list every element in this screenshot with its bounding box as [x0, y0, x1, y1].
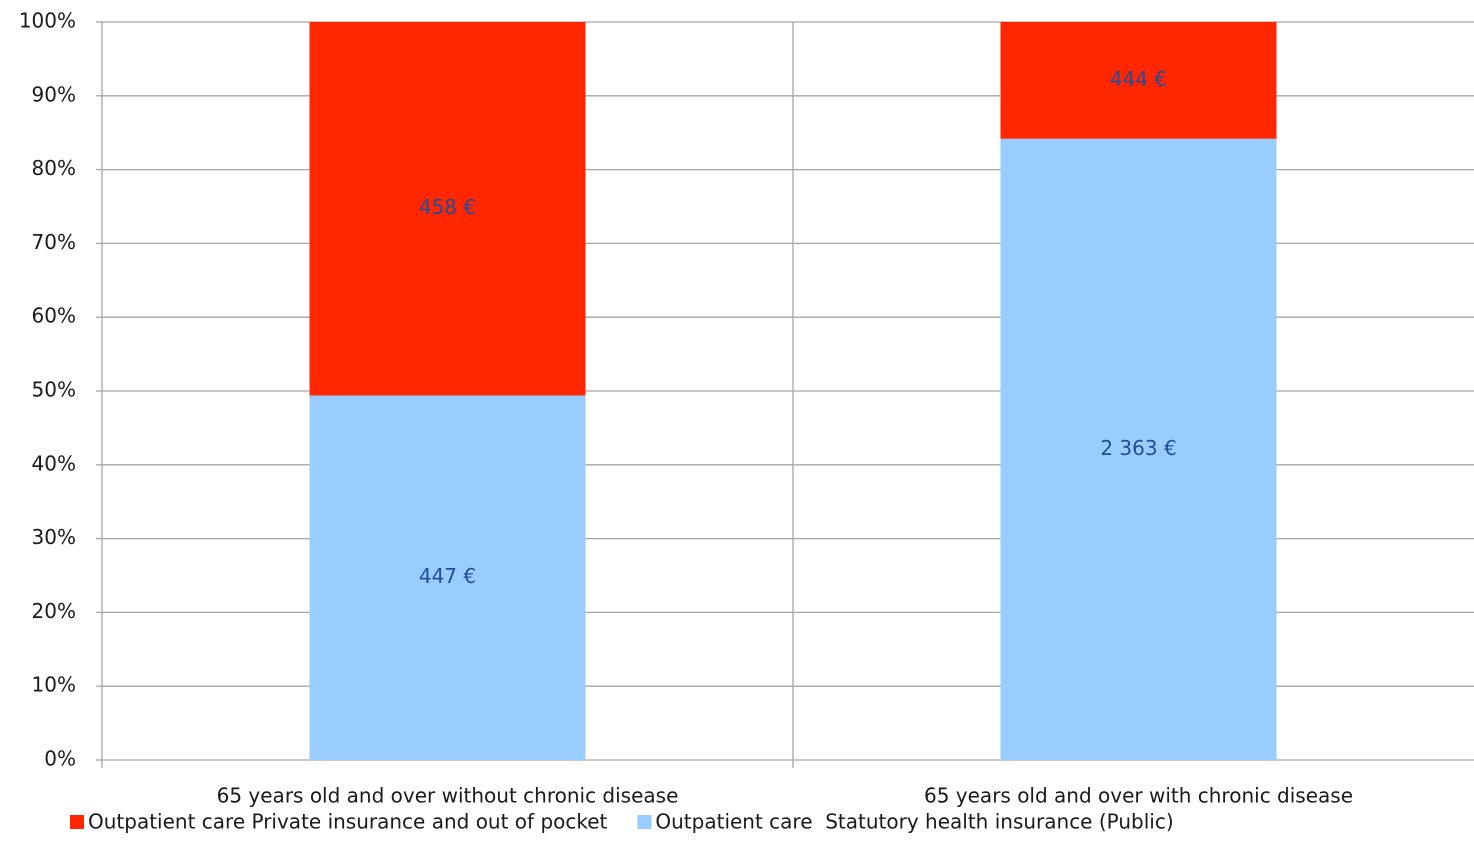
y-tick-label: 50%	[32, 378, 76, 402]
legend-swatch	[637, 815, 652, 829]
y-tick-label: 40%	[32, 451, 76, 475]
data-label: 447 €	[419, 564, 476, 588]
y-tick-label: 0%	[44, 747, 76, 771]
legend-swatch	[70, 815, 84, 829]
legend-label: Outpatient care Statutory health insuran…	[655, 810, 1173, 834]
bar-segment	[309, 22, 586, 396]
y-tick-label: 70%	[32, 230, 76, 254]
bar-segment	[1000, 138, 1277, 760]
y-tick-label: 10%	[32, 673, 76, 697]
y-tick-label: 20%	[32, 599, 76, 623]
y-tick-label: 90%	[32, 82, 76, 106]
bar-segment	[1000, 22, 1277, 139]
y-tick-label: 80%	[32, 156, 76, 180]
data-label: 444 €	[1110, 67, 1167, 91]
legend-label: Outpatient care Private insurance and ou…	[88, 810, 608, 834]
data-label: 458 €	[419, 195, 476, 219]
x-tick-label: 65 years old and over with chronic disea…	[924, 784, 1353, 808]
y-tick-label: 100%	[19, 9, 76, 33]
y-tick-label: 30%	[32, 525, 76, 549]
data-label: 2 363 €	[1100, 436, 1176, 460]
x-tick-label: 65 years old and over without chronic di…	[217, 784, 679, 808]
bar-segment	[309, 395, 586, 760]
y-tick-label: 60%	[32, 304, 76, 328]
